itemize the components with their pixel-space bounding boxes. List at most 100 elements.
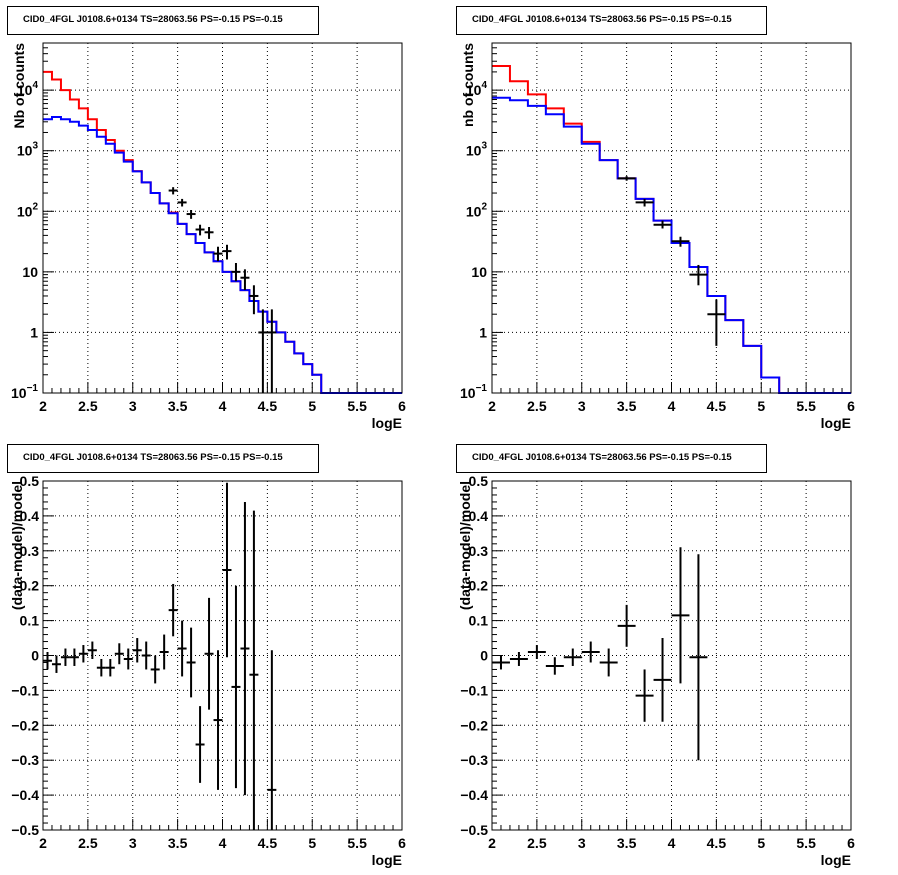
x-tick-label: 6 <box>847 398 855 414</box>
y-axis-label: (data-model)/model <box>457 481 473 610</box>
x-tick-label: 3.5 <box>617 835 637 851</box>
y-tick-label: −0.3 <box>11 752 39 768</box>
y-tick-label: 0.2 <box>469 578 489 594</box>
y-axis-label: nb of counts <box>460 43 476 127</box>
y-tick-label: 10 <box>471 264 487 280</box>
model-histogram-blue <box>492 96 851 394</box>
x-tick-label: 4 <box>668 835 676 851</box>
model-histogram-blue <box>43 116 402 394</box>
x-axis-label: logE <box>372 415 402 431</box>
x-tick-label: 2 <box>488 835 496 851</box>
y-axis-label: Nb of counts <box>11 43 27 129</box>
x-tick-label: 6 <box>847 835 855 851</box>
y-tick-label: 10−1 <box>11 383 38 401</box>
panel-bottom-right: CID0_4FGL J0108.6+0134 TS=28063.56 PS=-0… <box>456 444 855 868</box>
y-tick-label: −0.4 <box>460 787 488 803</box>
x-tick-label: 2.5 <box>78 835 98 851</box>
x-tick-label: 5 <box>308 398 316 414</box>
y-tick-label: 104 <box>17 80 39 98</box>
y-tick-base: 10 <box>17 143 33 159</box>
x-tick-label: 2 <box>39 835 47 851</box>
title-box <box>456 444 767 473</box>
panel-top-right: CID0_4FGL J0108.6+0134 TS=28063.56 PS=-0… <box>456 6 855 431</box>
x-axis-label: logE <box>821 415 851 431</box>
y-tick-label: −0.3 <box>460 752 488 768</box>
y-tick-label: 10−1 <box>460 383 487 401</box>
plot-frame <box>491 480 852 831</box>
y-tick-exponent: 2 <box>32 201 38 212</box>
y-tick-label: 0.5 <box>469 473 489 489</box>
y-tick-base: 10 <box>17 82 33 98</box>
x-tick-label: 5 <box>308 835 316 851</box>
title-box <box>7 444 319 473</box>
x-tick-label: 2.5 <box>78 398 98 414</box>
x-tick-label: 3.5 <box>168 835 188 851</box>
y-tick-exponent: −1 <box>27 383 39 394</box>
x-tick-label: 6 <box>398 835 406 851</box>
y-tick-base: 10 <box>466 143 482 159</box>
plot-frame <box>42 480 403 831</box>
y-tick-label: 0.1 <box>20 613 40 629</box>
x-axis-label: logE <box>372 852 402 868</box>
model-histogram-red <box>43 70 402 394</box>
y-tick-label: −0.1 <box>11 682 39 698</box>
plot-frame <box>42 42 403 394</box>
x-tick-label: 6 <box>398 398 406 414</box>
x-tick-label: 2 <box>39 398 47 414</box>
chart-title: CID0_4FGL J0108.6+0134 TS=28063.56 PS=-0… <box>472 14 732 25</box>
y-tick-base: 10 <box>466 82 482 98</box>
chart-title: CID0_4FGL J0108.6+0134 TS=28063.56 PS=-0… <box>23 452 283 463</box>
panel-top-left: CID0_4FGL J0108.6+0134 TS=28063.56 PS=-0… <box>7 6 406 431</box>
title-box <box>456 6 767 35</box>
y-tick-label: −0.1 <box>460 682 488 698</box>
x-tick-label: 4 <box>219 398 227 414</box>
x-tick-label: 5.5 <box>347 835 367 851</box>
y-tick-label: 1 <box>30 324 38 340</box>
y-axis-label: (data-model)/model <box>9 481 25 610</box>
y-tick-label: 0.5 <box>20 473 40 489</box>
x-tick-label: 4.5 <box>258 835 278 851</box>
x-tick-label: 2.5 <box>527 835 547 851</box>
x-tick-label: 3 <box>578 398 586 414</box>
chart-title: CID0_4FGL J0108.6+0134 TS=28063.56 PS=-0… <box>23 14 283 25</box>
x-tick-label: 5.5 <box>796 835 816 851</box>
y-tick-label: 102 <box>466 201 488 219</box>
x-tick-label: 5 <box>757 835 765 851</box>
x-tick-label: 2.5 <box>527 398 547 414</box>
y-tick-base: 10 <box>17 203 33 219</box>
x-axis-label: logE <box>821 852 851 868</box>
x-tick-label: 3 <box>129 398 137 414</box>
y-tick-label: −0.2 <box>11 717 39 733</box>
x-tick-label: 4 <box>668 398 676 414</box>
x-tick-label: 2 <box>488 398 496 414</box>
y-tick-label: −0.5 <box>460 822 488 838</box>
x-tick-label: 5 <box>757 398 765 414</box>
x-tick-label: 4.5 <box>707 398 727 414</box>
y-tick-label: 1 <box>479 324 487 340</box>
y-tick-base: 10 <box>466 203 482 219</box>
y-tick-label: 0.3 <box>469 543 489 559</box>
y-tick-exponent: −1 <box>476 383 488 394</box>
y-tick-label: 0.2 <box>20 578 40 594</box>
y-tick-label: 103 <box>17 141 39 159</box>
x-tick-label: 4.5 <box>258 398 278 414</box>
y-tick-label: 0.4 <box>469 508 489 524</box>
x-tick-label: 5.5 <box>796 398 816 414</box>
y-tick-label: 102 <box>17 201 39 219</box>
x-tick-label: 3 <box>129 835 137 851</box>
y-tick-label: 0.4 <box>20 508 40 524</box>
y-tick-label: −0.5 <box>11 822 39 838</box>
y-tick-label: 103 <box>466 141 488 159</box>
y-tick-label: −0.4 <box>11 787 39 803</box>
x-tick-label: 3.5 <box>617 398 637 414</box>
title-box <box>7 6 319 35</box>
y-tick-exponent: 3 <box>32 141 38 152</box>
y-tick-base: 10 <box>11 385 27 401</box>
panel-bottom-left: CID0_4FGL J0108.6+0134 TS=28063.56 PS=-0… <box>7 444 406 868</box>
plot-frame <box>491 42 852 394</box>
y-tick-label: 104 <box>466 80 488 98</box>
y-tick-exponent: 2 <box>481 201 487 212</box>
x-tick-label: 5.5 <box>347 398 367 414</box>
y-tick-label: 0 <box>31 648 39 664</box>
